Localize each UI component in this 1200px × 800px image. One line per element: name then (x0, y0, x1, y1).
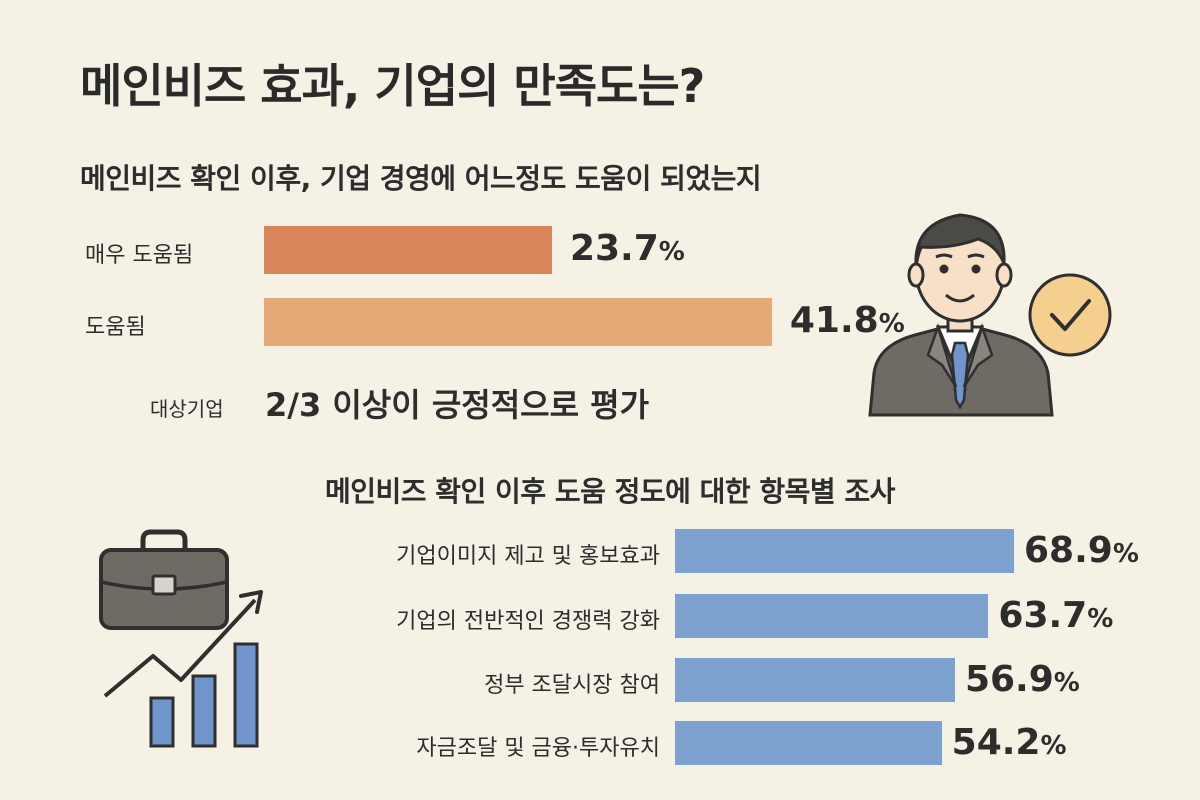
businessman-check-icon (868, 213, 1112, 417)
bar (675, 721, 942, 765)
bar-value-label: 56.9% (964, 659, 1080, 700)
summary-prefix: 대상기업 (150, 397, 224, 421)
bar-value-label: 68.9% (1023, 530, 1139, 571)
summary-text: 2/3 이상이 긍정적으로 평가 (265, 386, 650, 424)
bar-label: 도움됨 (85, 315, 146, 340)
bar-value-label: 63.7% (998, 595, 1114, 636)
bar-label: 정부 조달시장 참여 (484, 673, 660, 698)
bar-label: 자금조달 및 금융·투자유치 (416, 736, 660, 761)
bar (675, 594, 989, 638)
bar (675, 529, 1014, 573)
chart1-title: 메인비즈 확인 이후, 기업 경영에 어느정도 도움이 되었는지 (80, 162, 762, 195)
page-title: 메인비즈 효과, 기업의 만족도는? (80, 59, 705, 113)
bar-value-label: 54.2% (951, 722, 1067, 763)
bar (675, 658, 955, 702)
bar-label: 기업이미지 제고 및 홍보효과 (396, 544, 660, 569)
bar (264, 226, 552, 274)
chart2-title: 메인비즈 확인 이후 도움 정도에 대한 항목별 조사 (325, 475, 895, 508)
bar-value-label: 23.7% (569, 228, 685, 269)
bar-label: 매우 도움됨 (85, 243, 194, 268)
bar-label: 기업의 전반적인 경쟁력 강화 (396, 609, 660, 634)
bar-value-label: 41.8% (789, 300, 905, 341)
briefcase-growth-icon (99, 529, 263, 748)
bar (264, 298, 772, 346)
